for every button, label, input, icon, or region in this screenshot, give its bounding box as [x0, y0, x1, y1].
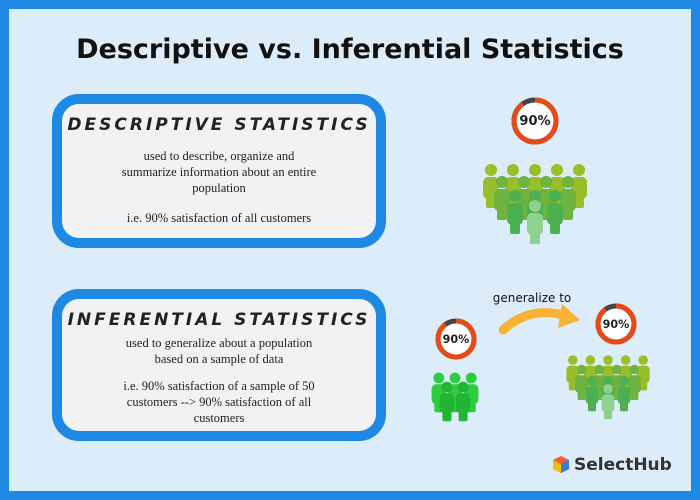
box	[52, 289, 386, 441]
person	[575, 364, 588, 400]
person-head	[449, 372, 461, 384]
ring-label: 90%	[603, 318, 630, 331]
box-heading: INFERENTIAL STATISTICS	[68, 310, 371, 330]
person-legs	[604, 406, 612, 420]
example-line: customers	[194, 411, 245, 425]
person-head	[587, 376, 597, 386]
person-head	[457, 381, 469, 393]
person-legs	[630, 387, 639, 400]
arrow-label: generalize to	[493, 291, 572, 305]
ring-arc	[511, 97, 559, 145]
ring-label: 90%	[519, 114, 550, 129]
person-head	[485, 164, 497, 176]
person-head	[612, 364, 622, 375]
person	[547, 190, 563, 234]
example-line: i.e. 90% satisfaction of all customers	[127, 211, 311, 225]
box	[52, 94, 386, 248]
person-head	[594, 364, 604, 375]
person-head	[603, 355, 613, 365]
person-head	[507, 164, 519, 176]
description-line: based on a sample of data	[155, 352, 284, 366]
logo	[553, 456, 569, 473]
person-head	[518, 176, 530, 188]
person-legs	[563, 204, 573, 220]
person	[439, 381, 455, 422]
person-head	[585, 355, 596, 365]
person-head	[465, 372, 477, 384]
person	[483, 164, 499, 208]
example-line: i.e. 90% satisfaction of a sample of 50	[123, 379, 314, 393]
person-head	[568, 355, 578, 365]
example-line: customers --> 90% satisfaction of all	[127, 395, 312, 409]
person-legs	[530, 228, 540, 244]
description-line: used to describe, organize and	[144, 149, 296, 163]
arrow-head	[558, 304, 580, 328]
description-line: summarize information about an entire	[122, 165, 317, 179]
arrow	[498, 308, 572, 335]
person-head	[540, 176, 552, 188]
ring-arc	[435, 318, 477, 360]
person-head	[529, 164, 541, 176]
ring-label: 90%	[443, 333, 470, 346]
person	[527, 200, 543, 244]
person-head	[576, 364, 587, 375]
person-head	[529, 190, 541, 202]
brand: SelectHub	[574, 455, 672, 475]
person-head	[433, 372, 445, 384]
person-legs	[458, 406, 468, 422]
person-legs	[620, 398, 628, 412]
box-heading: DESCRIPTIVE STATISTICS	[67, 115, 370, 135]
person-head	[441, 381, 453, 393]
person-head	[562, 176, 574, 188]
person	[507, 190, 523, 234]
person	[585, 376, 599, 412]
person	[560, 176, 576, 220]
person-head	[629, 364, 640, 375]
person-head	[509, 190, 521, 202]
person	[601, 384, 615, 420]
person	[628, 364, 641, 400]
person-legs	[639, 377, 648, 391]
person-head	[638, 355, 648, 365]
person-legs	[510, 218, 520, 234]
person-head	[603, 384, 613, 394]
person-legs	[568, 377, 577, 391]
person-head	[603, 376, 613, 386]
person-legs	[486, 192, 496, 208]
ring-arc	[595, 303, 637, 345]
person-head	[620, 355, 631, 365]
person-legs	[577, 387, 586, 400]
person-head	[496, 176, 508, 188]
person-legs	[497, 204, 507, 220]
person	[455, 381, 471, 422]
person-legs	[442, 406, 452, 422]
person	[617, 376, 631, 412]
person-legs	[588, 398, 596, 412]
description-line: used to generalize about a population	[126, 336, 313, 350]
person	[494, 176, 510, 220]
person-legs	[574, 192, 584, 208]
person-head	[529, 200, 541, 212]
description-line: population	[192, 181, 246, 195]
person-head	[551, 164, 563, 176]
person-head	[619, 376, 629, 386]
person-head	[549, 190, 561, 202]
title: Descriptive vs. Inferential Statistics	[76, 34, 624, 65]
person-legs	[550, 218, 560, 234]
person-head	[573, 164, 585, 176]
